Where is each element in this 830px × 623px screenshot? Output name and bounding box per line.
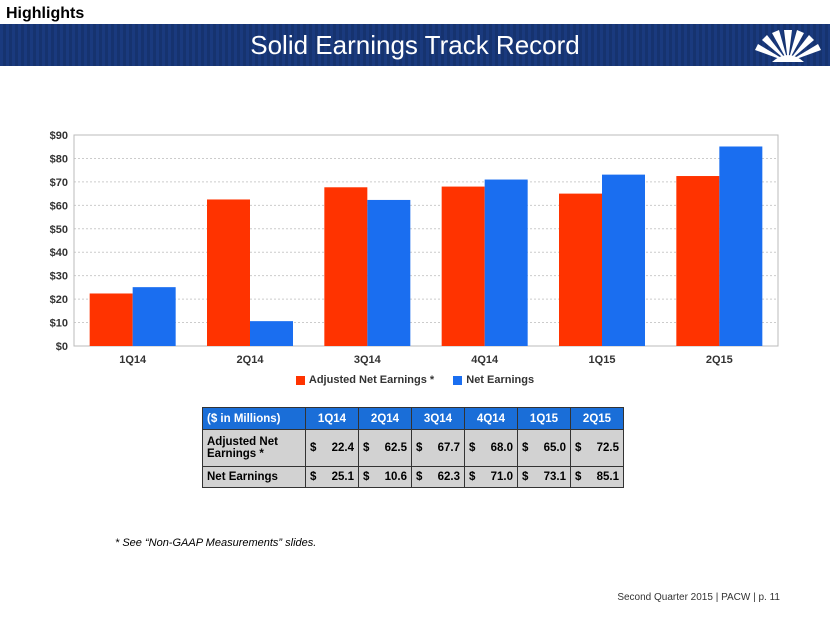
currency-symbol: $ [575, 442, 582, 454]
bar-net-earnings [484, 179, 528, 346]
y-tick-label: $60 [50, 200, 68, 212]
table-row-label: Adjusted Net Earnings * [202, 429, 306, 467]
table-row: Adjusted Net Earnings * $22.4 $62.5 $67.… [202, 429, 624, 467]
earnings-table: ($ in Millions) 1Q14 2Q14 3Q14 4Q14 1Q15… [202, 407, 624, 488]
currency-symbol: $ [575, 471, 582, 483]
legend-label-adjusted: Adjusted Net Earnings * [308, 374, 435, 386]
table-cell: $73.1 [517, 466, 571, 488]
y-tick-label: $30 [50, 271, 68, 283]
bar-adjusted-net-earnings [676, 176, 720, 346]
cell-value: 65.0 [543, 442, 566, 454]
table-row: Net Earnings $25.1 $10.6 $62.3 $71.0 $73… [202, 466, 624, 488]
table-header-cell: 1Q14 [305, 407, 359, 430]
bar-adjusted-net-earnings [207, 199, 250, 346]
table-header-cell: 3Q14 [411, 407, 465, 430]
table-cell: $62.5 [358, 429, 412, 467]
y-tick-label: $50 [50, 224, 68, 236]
table-cell: $85.1 [570, 466, 624, 488]
x-tick-label: 1Q15 [589, 354, 616, 366]
cell-value: 25.1 [331, 471, 354, 483]
currency-symbol: $ [310, 442, 317, 454]
x-tick-label: 3Q14 [354, 354, 382, 366]
table-header-cell: 1Q15 [517, 407, 571, 430]
x-tick-label: 2Q14 [237, 354, 265, 366]
cell-value: 10.6 [384, 471, 407, 483]
table-cell: $68.0 [464, 429, 518, 467]
bar-net-earnings [250, 321, 293, 346]
x-tick-label: 1Q14 [119, 354, 147, 366]
y-tick-label: $90 [50, 130, 68, 142]
section-label: Highlights [6, 5, 85, 22]
chart-legend: Adjusted Net Earnings * Net Earnings [0, 374, 830, 388]
cell-value: 85.1 [596, 471, 619, 483]
legend-label-net: Net Earnings [466, 374, 535, 386]
page-footer: Second Quarter 2015 | PACW | p. 11 [617, 592, 780, 603]
y-tick-label: $10 [50, 318, 68, 330]
table-header-row: ($ in Millions) 1Q14 2Q14 3Q14 4Q14 1Q15… [202, 407, 624, 430]
cell-value: 62.5 [384, 442, 407, 454]
bar-net-earnings [367, 199, 411, 346]
cell-value: 68.0 [490, 442, 513, 454]
currency-symbol: $ [469, 471, 476, 483]
cell-value: 67.7 [437, 442, 460, 454]
currency-symbol: $ [522, 442, 529, 454]
table-cell: $10.6 [358, 466, 412, 488]
table-header-cell: ($ in Millions) [202, 407, 306, 430]
table-header-cell: 4Q14 [464, 407, 518, 430]
cell-value: 22.4 [331, 442, 354, 454]
earnings-bar-chart: $0 $10 $20 $30 $40 $50 $60 $70 $80 $90 1Q14 2Q14 3Q… [50, 130, 779, 366]
y-tick-label: $20 [50, 294, 68, 306]
bar-adjusted-net-earnings [324, 187, 368, 346]
y-tick-label: $40 [50, 247, 68, 259]
x-tick-label: 4Q14 [471, 354, 499, 366]
bar-net-earnings [132, 287, 176, 346]
x-tick-label: 2Q15 [706, 354, 733, 366]
table-cell: $67.7 [411, 429, 465, 467]
currency-symbol: $ [522, 471, 529, 483]
currency-symbol: $ [416, 442, 423, 454]
bar-net-earnings [602, 174, 645, 346]
cell-value: 71.0 [490, 471, 513, 483]
currency-symbol: $ [416, 471, 423, 483]
table-header-cell: 2Q15 [570, 407, 624, 430]
table-cell: $65.0 [517, 429, 571, 467]
currency-symbol: $ [310, 471, 317, 483]
table-cell: $25.1 [305, 466, 359, 488]
legend-swatch-net [453, 375, 463, 385]
bar-adjusted-net-earnings [89, 293, 133, 346]
table-cell: $72.5 [570, 429, 624, 467]
table-cell: $62.3 [411, 466, 465, 488]
bar-adjusted-net-earnings [559, 193, 602, 346]
legend-item-adjusted: Adjusted Net Earnings * [295, 374, 435, 386]
cell-value: 72.5 [596, 442, 619, 454]
legend-swatch-adjusted [295, 375, 305, 385]
legend-item-net: Net Earnings [453, 374, 534, 386]
footnote: * See “Non-GAAP Measurements” slides. [115, 537, 317, 549]
table-cell: $22.4 [305, 429, 359, 467]
bar-net-earnings [719, 146, 763, 346]
sunburst-logo-icon [755, 30, 821, 62]
cell-value: 73.1 [543, 471, 566, 483]
title-banner: Solid Earnings Track Record [0, 24, 830, 66]
table-header-cell: 2Q14 [358, 407, 412, 430]
currency-symbol: $ [469, 442, 476, 454]
cell-value: 62.3 [437, 471, 460, 483]
currency-symbol: $ [363, 442, 370, 454]
y-tick-label: $80 [50, 153, 68, 165]
plot-area-frame [73, 134, 779, 347]
y-tick-label: $70 [50, 177, 68, 189]
table-row-label: Net Earnings [202, 466, 306, 488]
page-title: Solid Earnings Track Record [250, 30, 580, 60]
currency-symbol: $ [363, 471, 370, 483]
table-cell: $71.0 [464, 466, 518, 488]
bar-adjusted-net-earnings [441, 186, 485, 346]
y-tick-label: $0 [56, 341, 68, 353]
